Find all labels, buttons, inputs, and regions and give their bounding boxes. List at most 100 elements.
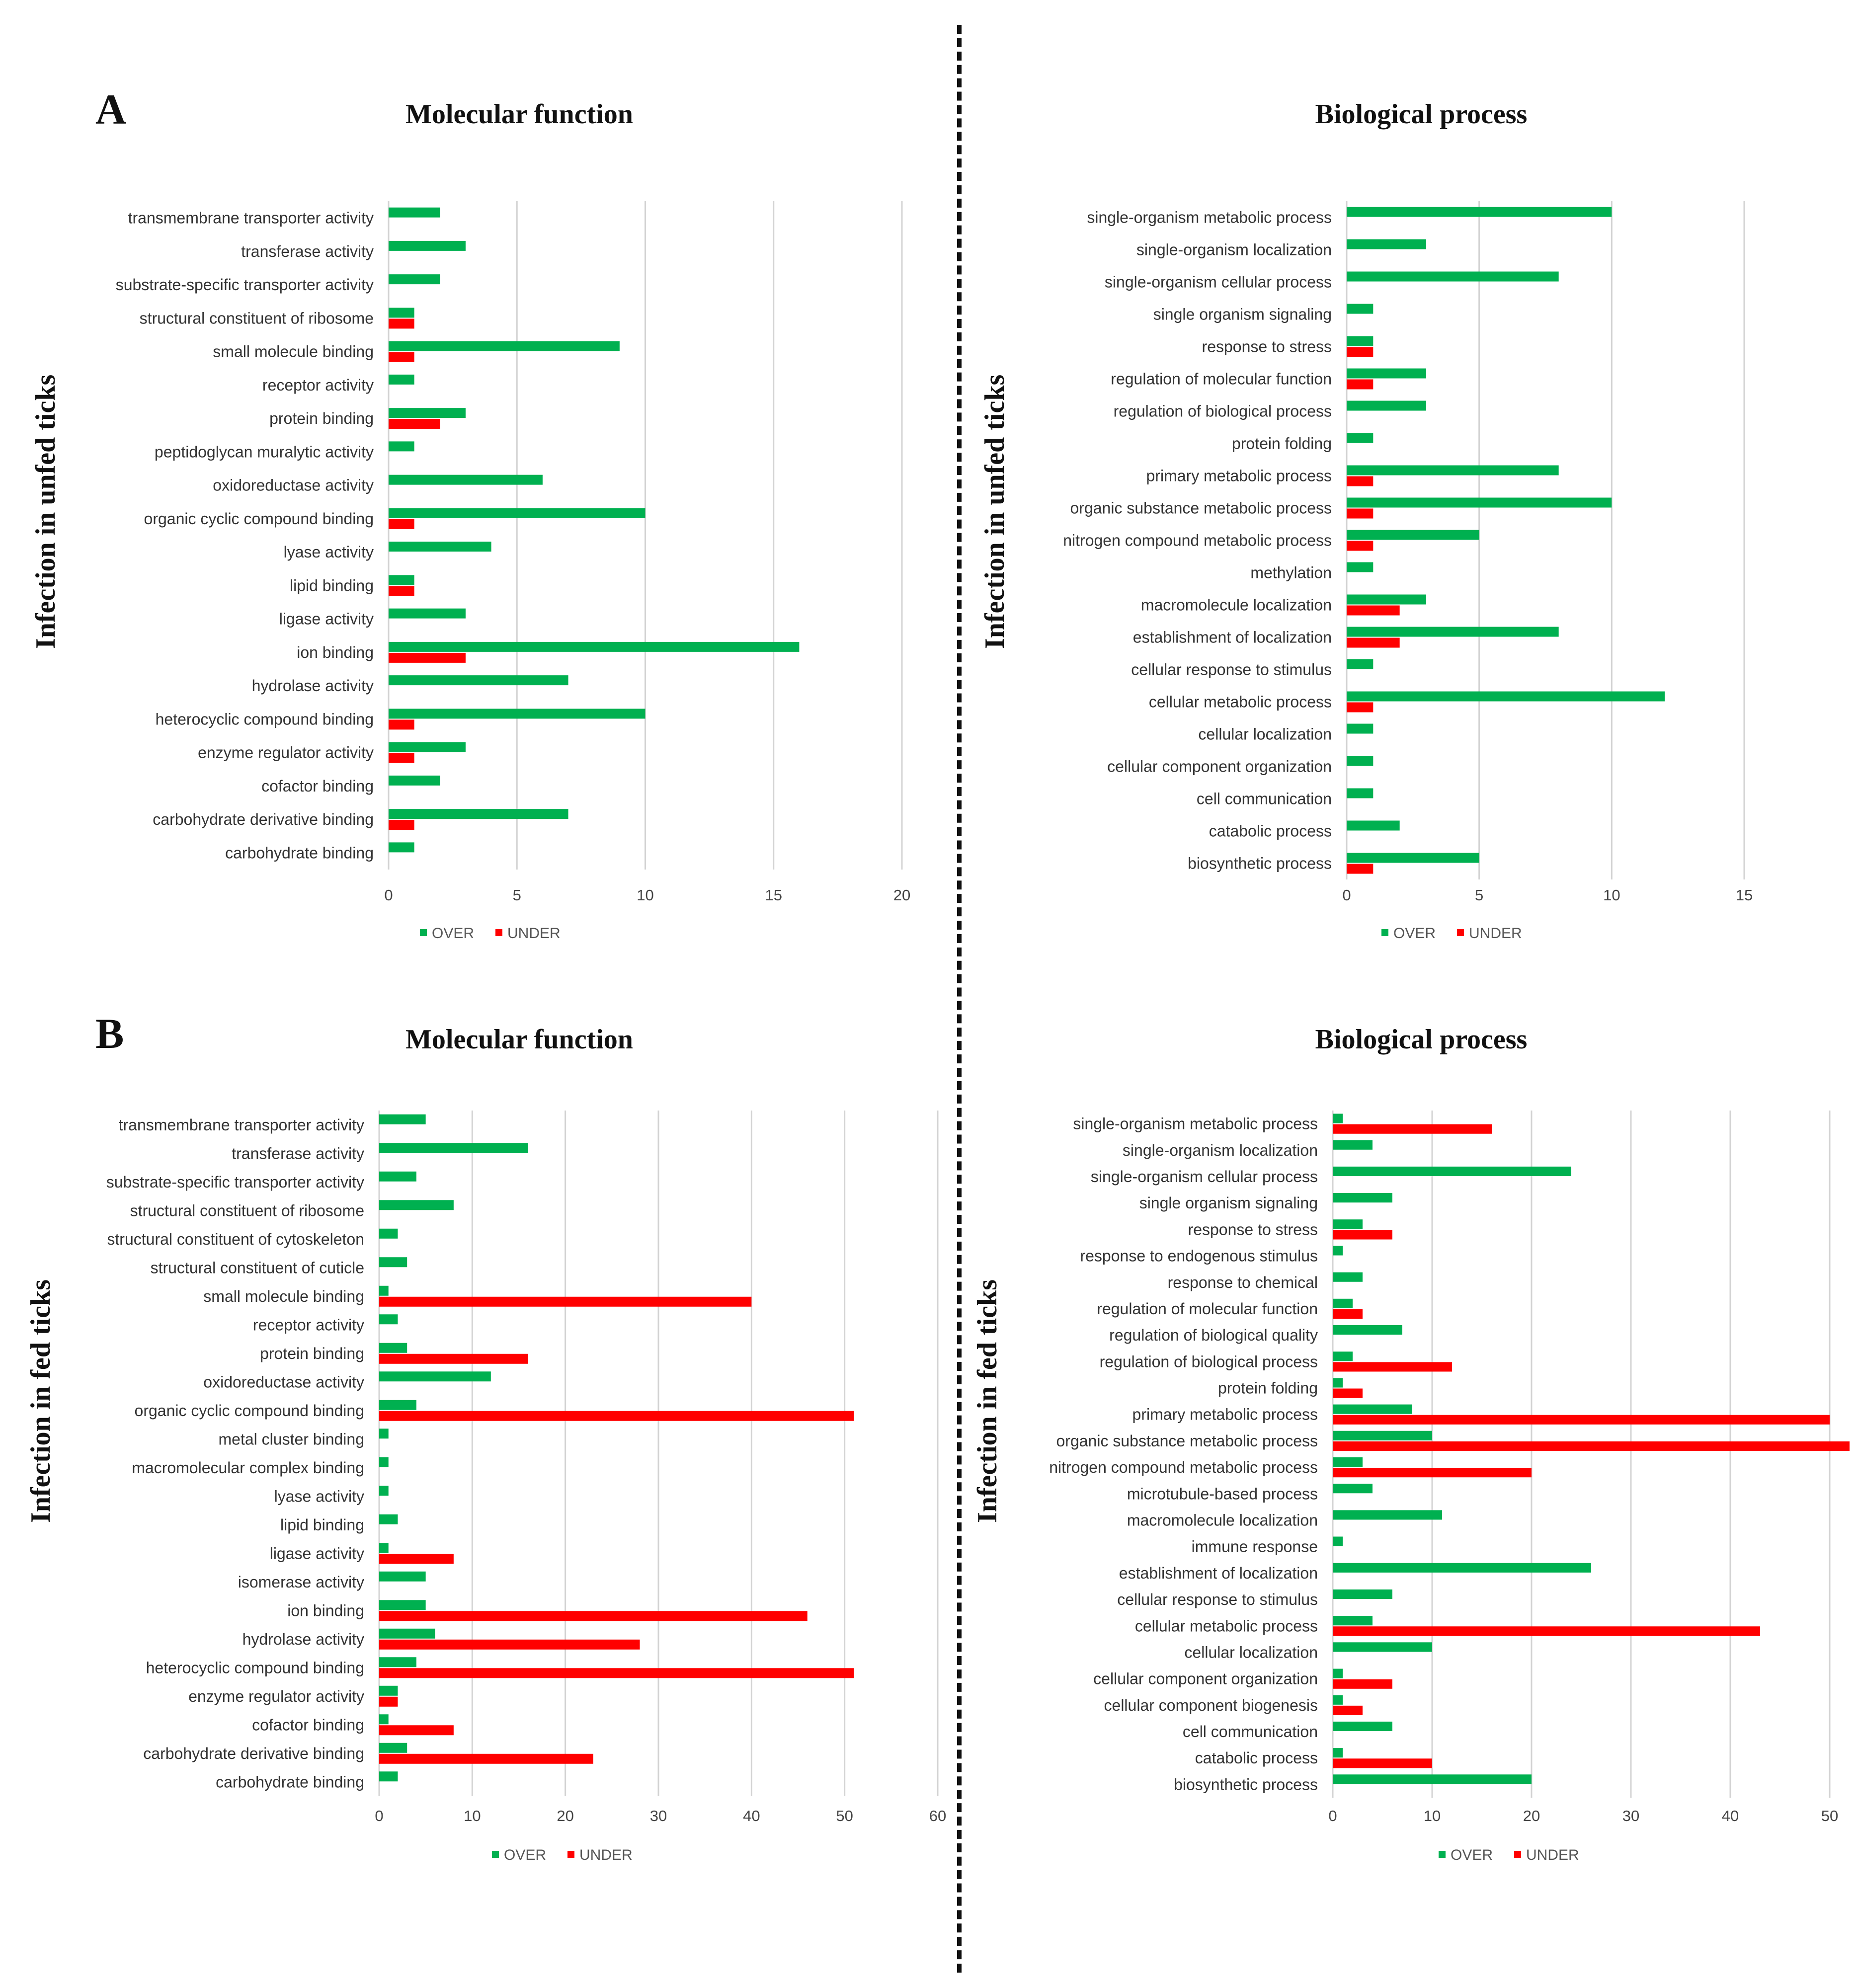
category-label: protein binding (260, 1345, 364, 1362)
bar-over (379, 1314, 398, 1325)
chart-title-b-molecular-function: Molecular function (405, 1024, 633, 1055)
category-label: ligase activity (279, 610, 374, 628)
legend-label-over: OVER (1451, 1847, 1493, 1863)
bar-over (1347, 627, 1559, 637)
bar-over (389, 575, 414, 585)
x-tick-label: 20 (1523, 1807, 1540, 1825)
bar-over (1333, 1669, 1343, 1678)
category-label: catabolic process (1209, 822, 1332, 840)
legend-label-under: UNDER (1469, 925, 1522, 942)
bar-over (1347, 723, 1373, 734)
bar-over (1347, 304, 1373, 314)
bar-over (379, 1486, 389, 1496)
category-label: lipid binding (290, 576, 374, 594)
x-tick-label: 0 (384, 886, 393, 904)
bar-under (1333, 1441, 1850, 1451)
category-label: immune response (1192, 1538, 1318, 1556)
legend-label-under: UNDER (507, 925, 561, 942)
bar-over (379, 1457, 389, 1467)
x-tick-label: 30 (650, 1807, 667, 1825)
category-label: macromolecule localization (1127, 1511, 1318, 1529)
bar-over (379, 1171, 416, 1182)
legend-swatch-under (1457, 929, 1464, 936)
bar-under (379, 1668, 854, 1678)
category-label: primary metabolic process (1146, 467, 1332, 485)
legend-swatch-over (1381, 929, 1388, 936)
category-label: small molecule binding (203, 1287, 364, 1305)
bar-under (1347, 637, 1400, 648)
chart-title-b-biological-process: Biological process (1315, 1024, 1528, 1055)
bar-over (389, 775, 440, 786)
bar-under (1347, 702, 1373, 713)
bar-over (379, 1257, 407, 1268)
bar-over (1333, 1589, 1392, 1599)
category-label: structural constituent of ribosome (140, 309, 374, 327)
bar-under (1347, 379, 1373, 390)
legend-swatch-over (492, 1851, 499, 1858)
category-label: response to stress (1188, 1220, 1318, 1238)
bar-over (389, 408, 466, 418)
category-label: ligase activity (270, 1544, 364, 1562)
category-label: protein folding (1232, 435, 1332, 453)
bar-under (1347, 541, 1373, 551)
bar-over (389, 441, 414, 452)
bar-over (1347, 594, 1426, 605)
legend: OVER UNDER (492, 1847, 633, 1863)
bar-over (379, 1714, 389, 1725)
bar-under (1333, 1415, 1830, 1425)
category-label: lipid binding (280, 1516, 364, 1534)
category-label: regulation of biological process (1100, 1352, 1318, 1370)
category-label: establishment of localization (1119, 1564, 1318, 1582)
x-tick-label: 40 (743, 1807, 760, 1825)
bar-over (1347, 659, 1373, 669)
panel-divider-dashed-line (957, 25, 962, 1973)
bar-under (1347, 476, 1373, 486)
bar-over (1333, 1616, 1373, 1626)
legend-swatch-under (1514, 1851, 1521, 1858)
x-tick-label: 0 (375, 1807, 383, 1825)
x-tick-label: 20 (557, 1807, 573, 1825)
category-label: isomerase activity (238, 1573, 364, 1591)
bar-under (1333, 1758, 1432, 1768)
category-label: single-organism cellular process (1091, 1168, 1318, 1186)
x-tick-label: 10 (1424, 1807, 1441, 1825)
bar-over (379, 1143, 528, 1153)
bar-over (389, 542, 491, 552)
bar-under (389, 586, 414, 596)
x-tick-label: 5 (1475, 886, 1483, 904)
category-label: single-organism cellular process (1105, 273, 1332, 291)
bar-over (389, 240, 466, 251)
bar-under (379, 1753, 593, 1764)
category-label: hydrolase activity (242, 1630, 364, 1648)
bar-over (1347, 853, 1479, 863)
category-label: metal cluster binding (219, 1430, 364, 1448)
bar-over (1347, 820, 1400, 831)
panel-label-b: B (95, 1010, 124, 1057)
category-label: organic substance metabolic process (1056, 1432, 1318, 1450)
bar-over (379, 1657, 416, 1668)
bar-under (1347, 508, 1373, 519)
legend: OVER UNDER (420, 925, 561, 942)
bar-over (1333, 1510, 1442, 1520)
legend-swatch-over (1439, 1851, 1446, 1858)
bar-over (389, 508, 646, 518)
bar-over (389, 809, 568, 819)
category-label: cofactor binding (252, 1716, 364, 1734)
bar-over (379, 1285, 389, 1296)
legend-label-over: OVER (1393, 925, 1436, 942)
bar-over (389, 274, 440, 285)
bar-over (1347, 530, 1479, 540)
x-tick-label: 0 (1342, 886, 1351, 904)
category-label: nitrogen compound metabolic process (1049, 1458, 1318, 1476)
bar-over (1333, 1721, 1392, 1732)
bar-over (379, 1543, 389, 1553)
bar-under (1333, 1230, 1392, 1240)
x-tick-label: 40 (1722, 1807, 1739, 1825)
category-label: receptor activity (262, 376, 374, 394)
category-label: cofactor binding (261, 777, 374, 795)
x-tick-label: 60 (929, 1807, 946, 1825)
